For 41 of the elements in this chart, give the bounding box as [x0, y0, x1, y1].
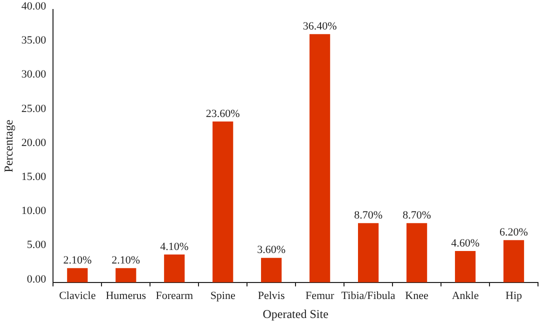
- y-tick-label: 40.00: [21, 0, 47, 12]
- data-label: 2.10%: [112, 254, 140, 266]
- bar: [454, 251, 476, 282]
- bar: [164, 254, 185, 282]
- data-label: 3.60%: [257, 244, 286, 256]
- x-tick-label: Forearm: [156, 290, 194, 302]
- y-tick-label: 5.00: [26, 239, 47, 252]
- y-tick-label: 15.00: [21, 170, 47, 183]
- data-label: 8.70%: [402, 209, 431, 222]
- x-tick-label: Knee: [405, 290, 429, 302]
- y-tick-label: 25.00: [21, 102, 47, 115]
- bar: [212, 121, 234, 282]
- data-label: 6.20%: [500, 226, 528, 239]
- data-label: 2.10%: [63, 254, 92, 266]
- y-tick-label: 30.00: [21, 68, 47, 81]
- bar: [67, 268, 88, 282]
- x-tick-label: Clavicle: [59, 290, 96, 302]
- x-axis-title: Operated Site: [262, 306, 328, 321]
- data-label: 36.40%: [302, 20, 337, 33]
- y-tick-label: 0.00: [26, 273, 47, 286]
- data-label: 23.60%: [206, 108, 240, 120]
- y-tick-label: 35.00: [21, 34, 47, 47]
- x-tick-label: Tibia/Fibula: [341, 290, 396, 302]
- bar: [503, 240, 524, 282]
- y-tick-label: 20.00: [21, 136, 47, 149]
- data-label: 8.70%: [354, 209, 383, 222]
- x-tick-label: Spine: [210, 290, 236, 302]
- data-label: 4.10%: [160, 240, 189, 253]
- bar: [116, 268, 136, 282]
- x-tick-label: Pelvis: [258, 290, 285, 302]
- x-tick-label: Humerus: [106, 290, 146, 302]
- x-tick-label: Hip: [506, 290, 523, 302]
- bar: [358, 223, 379, 282]
- x-tick-label: Ankle: [452, 290, 479, 302]
- bar: [406, 223, 428, 282]
- x-tick-label: Femur: [305, 290, 335, 302]
- bar: [261, 258, 282, 282]
- bar: [310, 34, 330, 282]
- y-axis-title: Percentage: [1, 120, 16, 172]
- data-label: 4.60%: [451, 237, 480, 250]
- y-tick-label: 10.00: [21, 205, 47, 218]
